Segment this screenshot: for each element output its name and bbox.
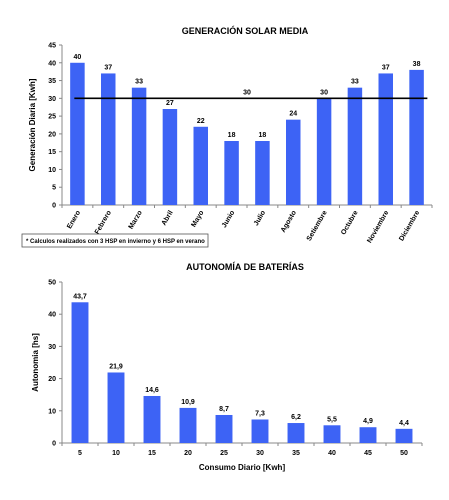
chart1-data-label: 30 [320,89,328,96]
chart2-bar [107,372,125,443]
chart2-y-tick-label: 30 [48,344,56,351]
chart2-bar [323,425,341,443]
chart2-bar [395,428,413,443]
chart1-x-tick-label: Enero [66,210,82,231]
chart1-note-box [21,233,209,248]
chart2-bar [71,302,89,443]
chart1-x-tick-label: Febrero [94,210,113,236]
chart2-x-tick-label: 35 [292,450,300,457]
chart2-data-label: 10,9 [181,399,195,406]
chart1-data-label: 18 [228,132,236,139]
chart1-x-tick-label: Julio [253,210,267,228]
chart1-bar [131,87,147,205]
chart1-bar [70,62,85,206]
chart2-x-tick-label: 5 [78,450,82,457]
chart1-x-tick-label: Marzo [128,210,144,231]
chart1-data-label: 38 [413,61,421,68]
chart2-data-label: 4,4 [399,420,409,427]
chart2-data-label: 4,9 [363,418,373,425]
chart2-bar [359,427,377,443]
chart2-data-label: 6,2 [291,414,301,421]
chart1-reference-line-label: 30 [243,89,251,96]
chart1-data-label: 24 [289,111,297,118]
chart2-bar [143,395,161,443]
chart1-bar [255,141,270,205]
chart1-data-label: 37 [382,64,390,71]
chart1-data-label: 33 [351,79,359,86]
chart2-data-label: 7,3 [255,410,265,417]
chart2-bar [179,407,197,443]
chart1-y-tick-label: 40 [48,60,56,67]
chart1-data-label: 22 [197,118,205,125]
chart2-x-axis-label: Consumo Diario [Kwh] [199,463,286,472]
chart1-x-tick-label: Diciembre [398,209,421,242]
chart2-y-axis-label: Autonomia [hs] [31,333,40,392]
chart2-bar [287,423,305,443]
chart1-x-tick-label: Octubre [340,209,360,236]
chart1-y-tick-label: 5 [52,185,56,192]
chart1-data-label: 27 [166,100,174,107]
chart1-bar [286,119,301,205]
chart1-y-tick-label: 20 [48,131,56,138]
chart2-y-tick-label: 20 [48,376,56,383]
chart2-y-tick-label: 50 [48,280,56,287]
chart1-title: GENERACIÓN SOLAR MEDIA [182,25,309,36]
chart1-y-axis-label: Generación Diaria [Kwh] [28,78,37,171]
chart1-bar [162,109,178,205]
chart1-x-tick-label: Junio [221,210,236,230]
chart1-note: * Calculos realizados con 3 HSP en invie… [26,239,205,245]
chart2-data-label: 5,5 [327,416,337,423]
chart2-data-label: 8,7 [219,406,229,413]
chart1-y-tick-label: 30 [48,96,56,103]
chart1-bar [378,73,393,205]
chart2-data-label: 43,7 [73,293,87,300]
chart2-bar [251,419,269,443]
chart2-x-tick-label: 10 [112,450,120,457]
chart1-x-tick-label: Mayo [190,210,205,229]
chart1-y-tick-label: 0 [52,203,56,210]
chart1-data-label: 37 [104,64,112,71]
chart2-x-tick-label: 40 [328,450,336,457]
chart2-data-label: 21,9 [109,363,123,370]
chart1-x-tick-label: Setiembre [306,209,329,242]
chart2-x-tick-label: 20 [184,450,192,457]
chart2-x-tick-label: 15 [148,450,156,457]
chart1-bar [347,87,363,205]
chart1-y-tick-label: 25 [48,114,56,121]
chart2-y-tick-label: 40 [48,312,56,319]
chart1-data-label: 18 [259,132,267,139]
chart1-bar [316,98,332,205]
chart1-y-tick-label: 10 [48,167,56,174]
chart1-x-tick-label: Abril [161,209,175,226]
chart2-y-tick-label: 10 [48,408,56,415]
chart1-data-label: 33 [135,79,143,86]
chart1-x-tick-label: Noviembre [366,209,390,244]
chart2-x-tick-label: 25 [220,450,228,457]
chart1-bar [224,141,239,205]
chart2-title: AUTONOMÍA DE BATERÍAS [186,262,304,272]
chart1-y-tick-label: 35 [48,78,56,85]
chart2-x-tick-label: 45 [364,450,372,457]
chart2-bar [215,414,233,443]
chart1-data-label: 40 [74,54,82,61]
chart1-x-tick-label: Agosto [280,210,298,234]
chart1-y-tick-label: 45 [48,43,56,50]
chart1-bar [193,126,208,205]
chart2-x-tick-label: 30 [256,450,264,457]
chart2-x-tick-label: 50 [400,450,408,457]
chart1-y-tick-label: 15 [48,149,56,156]
chart2-data-label: 14,6 [145,387,159,394]
chart1-bar [101,73,116,205]
chart2-y-tick-label: 0 [52,441,56,448]
chart1-bar [409,69,424,205]
